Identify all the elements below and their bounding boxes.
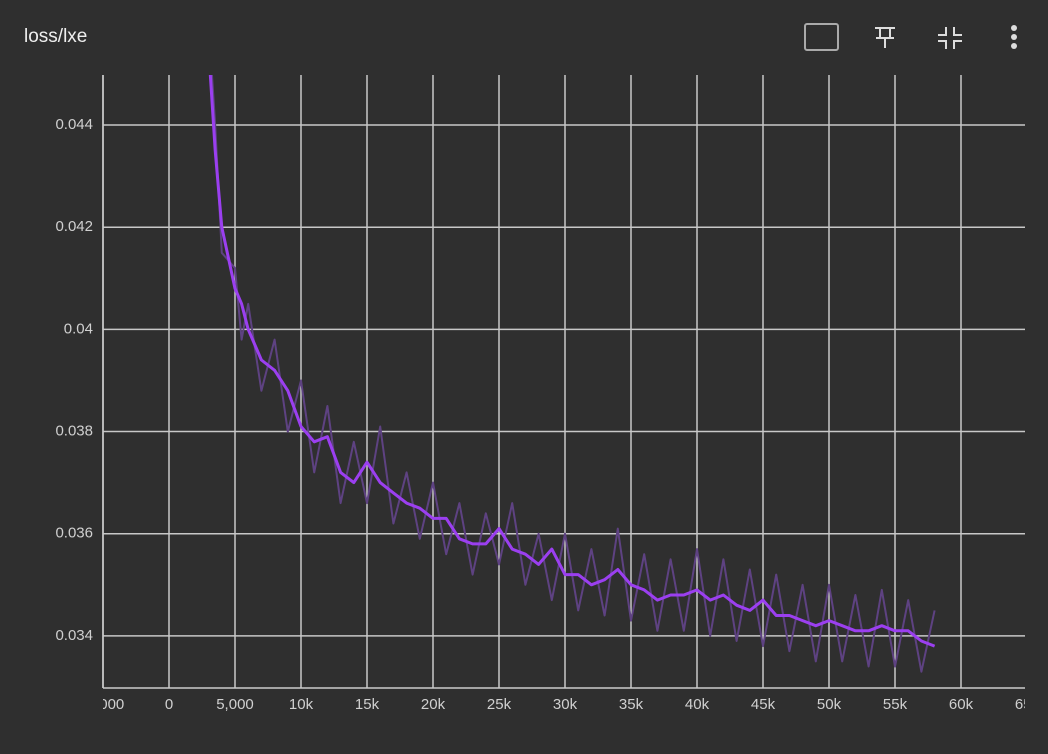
y-tick-label: 0.036 [55,525,93,542]
x-tick-label: 20k [421,696,446,713]
collapse-button[interactable] [938,27,962,49]
x-tick-label: 10k [289,696,314,713]
pin-button[interactable] [875,27,895,48]
x-tick-label: 15k [355,696,380,713]
y-tick-label: 0.044 [55,116,93,133]
x-tick-label: 60k [949,696,974,713]
x-tick-label: 25k [487,696,512,713]
y-tick-label: 0.034 [55,627,93,644]
chart-title: loss/lxe [24,26,87,47]
x-tick-label: 55k [883,696,908,713]
x-tick-label: -5,000 [82,696,125,713]
x-tick-label: 40k [685,696,710,713]
y-tick-label: 0.042 [55,218,93,235]
x-tick-label: 5,000 [216,696,254,713]
x-tick-label: 35k [619,696,644,713]
y-tick-label: 0.04 [64,320,93,337]
x-tick-label: 65k [1015,696,1040,713]
x-tick-label: 30k [553,696,578,713]
x-tick-label: 0 [165,696,173,713]
fit-domain-button[interactable] [804,23,839,51]
menu-button[interactable] [1011,25,1017,49]
x-tick-label: 45k [751,696,776,713]
x-tick-label: 50k [817,696,842,713]
y-tick-label: 0.038 [55,423,93,440]
toolbar [804,23,1017,51]
series-line [208,75,936,648]
